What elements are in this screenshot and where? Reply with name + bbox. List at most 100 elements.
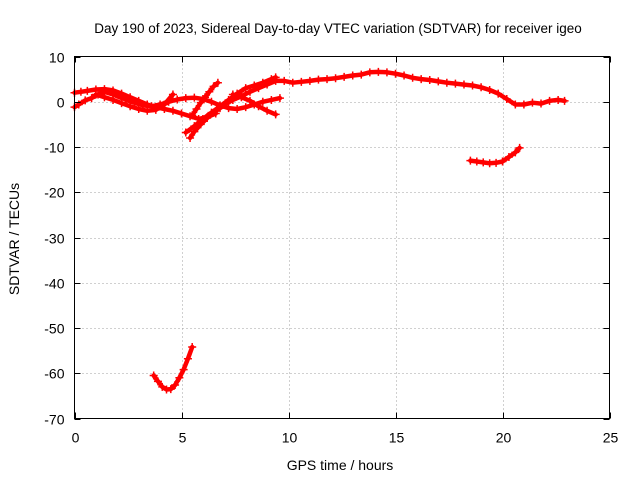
data-point <box>228 90 237 99</box>
data-point <box>434 77 443 86</box>
data-point <box>209 82 218 91</box>
data-point <box>267 95 276 104</box>
data-point <box>213 78 222 87</box>
data-point <box>177 109 186 118</box>
data-point <box>451 79 460 88</box>
data-point <box>263 106 272 115</box>
data-point <box>477 83 486 92</box>
data-point <box>492 158 501 167</box>
data-point <box>156 100 165 109</box>
data-point <box>179 365 188 374</box>
data-point <box>74 100 83 109</box>
data-point <box>267 75 276 84</box>
data-markers <box>70 67 569 394</box>
data-point <box>314 75 323 84</box>
data-point <box>479 158 488 167</box>
data-point <box>498 157 507 166</box>
data-point <box>188 343 197 352</box>
data-point <box>275 94 284 103</box>
data-point <box>171 381 180 390</box>
data-point <box>554 95 563 104</box>
data-point <box>245 96 254 105</box>
data-point <box>515 143 524 152</box>
series-trace-e <box>186 67 569 142</box>
x-tick-label-5: 25 <box>603 430 619 446</box>
y-tick-label-4: -30 <box>44 231 64 247</box>
series-trace-g <box>188 78 222 120</box>
data-point <box>511 100 520 109</box>
y-tick-label-6: -50 <box>44 321 64 337</box>
data-point <box>408 73 417 82</box>
data-point <box>166 385 175 394</box>
data-point <box>183 354 192 363</box>
data-point <box>502 95 511 104</box>
data-point <box>280 76 289 85</box>
x-tick-label-3: 15 <box>389 430 405 446</box>
y-tick-labels: 10 0 -10 -20 -30 -40 -50 -60 -70 <box>44 50 64 428</box>
data-point <box>511 148 520 157</box>
data-point <box>87 94 96 103</box>
data-point <box>192 104 201 113</box>
y-axis-label: SDTVAR / TECUs <box>6 183 22 295</box>
data-point <box>305 76 314 85</box>
data-point <box>519 100 528 109</box>
data-point <box>537 99 546 108</box>
x-tick-label-0: 0 <box>72 430 80 446</box>
data-point <box>271 110 280 119</box>
data-point <box>323 75 332 84</box>
data-point <box>237 93 246 102</box>
data-point <box>164 97 173 106</box>
data-point <box>153 377 162 386</box>
data-point <box>348 71 357 80</box>
y-tick-label-7: -60 <box>44 366 64 382</box>
data-point <box>528 98 537 107</box>
data-point <box>382 68 391 77</box>
data-point <box>466 156 475 165</box>
data-point <box>149 371 158 380</box>
data-point <box>459 80 468 89</box>
data-point <box>288 78 297 87</box>
series-trace-h <box>228 90 280 119</box>
data-point <box>158 382 167 391</box>
data-point <box>175 373 184 382</box>
data-point <box>173 95 182 104</box>
data-point <box>472 157 481 166</box>
series-trace-i <box>466 143 524 168</box>
series-trace-f <box>181 73 280 137</box>
data-point <box>297 77 306 86</box>
plot-frame <box>74 56 610 419</box>
x-tick-labels: 0 5 10 15 20 25 <box>72 430 619 446</box>
data-point <box>207 108 216 117</box>
chart-title: Day 190 of 2023, Sidereal Day-to-day VTE… <box>94 21 581 36</box>
data-point <box>494 89 503 98</box>
trace-line-trace-j <box>151 344 195 392</box>
data-point <box>121 95 130 104</box>
data-point <box>190 122 199 131</box>
data-point <box>468 81 477 90</box>
data-point <box>425 76 434 85</box>
x-axis-label: GPS time / hours <box>287 457 394 473</box>
data-point <box>254 102 263 111</box>
data-point <box>241 103 250 112</box>
data-point <box>117 99 126 108</box>
data-point <box>340 72 349 81</box>
y-tick-label-1: 0 <box>57 95 65 111</box>
data-point <box>504 152 513 161</box>
data-point <box>147 102 156 111</box>
data-point <box>271 73 280 82</box>
data-point <box>181 94 190 103</box>
data-point <box>442 78 451 87</box>
data-point <box>196 98 205 107</box>
data-point <box>224 104 233 113</box>
x-tick-label-4: 20 <box>496 430 512 446</box>
data-point <box>181 128 190 137</box>
data-point <box>186 133 195 142</box>
data-point <box>374 67 383 76</box>
data-point <box>201 93 210 102</box>
x-tick-label-2: 10 <box>282 430 298 446</box>
data-point <box>357 70 366 79</box>
data-point <box>168 106 177 115</box>
data-point <box>400 71 409 80</box>
data-point <box>205 87 214 96</box>
